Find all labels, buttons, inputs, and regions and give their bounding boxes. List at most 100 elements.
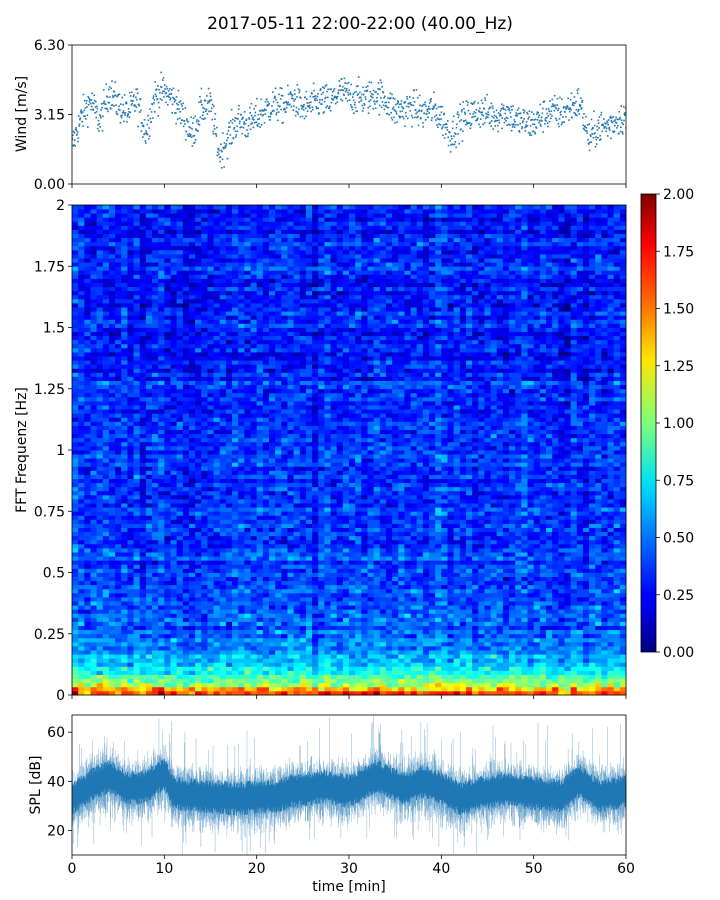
- spectrogram-cell: [441, 650, 448, 655]
- spectrogram-cell: [392, 662, 399, 667]
- spectrogram-cell: [558, 650, 565, 655]
- wind-point: [587, 138, 589, 141]
- spectrogram-cell: [435, 535, 442, 541]
- wind-point: [428, 105, 430, 108]
- wind-point: [613, 120, 615, 122]
- spectrogram-cell: [589, 637, 596, 643]
- wind-point: [595, 138, 598, 141]
- spectrogram-cell: [478, 637, 485, 643]
- spectrogram-cell: [299, 686, 307, 692]
- spectrogram-cell: [515, 674, 522, 680]
- wind-point: [524, 126, 526, 129]
- spectrogram-cell: [170, 572, 178, 577]
- spectrogram-cell: [78, 539, 85, 545]
- wind-point: [236, 130, 239, 133]
- spectrogram-cell: [108, 588, 116, 594]
- wind-point: [291, 95, 293, 97]
- spectrogram-cell: [342, 613, 350, 618]
- spectrogram-cell: [305, 605, 313, 610]
- wind-point: [604, 126, 607, 128]
- wind-point: [463, 120, 466, 122]
- wind-point: [235, 136, 237, 138]
- spectrogram-cell: [250, 621, 258, 626]
- wind-point: [154, 93, 157, 96]
- spectrogram-cell: [509, 556, 516, 561]
- wind-point: [81, 111, 83, 114]
- spectrogram-cell: [158, 662, 165, 667]
- wind-point: [171, 112, 173, 114]
- spectrogram-cell: [225, 678, 233, 684]
- spectrogram-cell: [613, 568, 621, 573]
- spectrogram-cell: [238, 588, 245, 594]
- wind-point: [443, 137, 446, 139]
- wind-point: [306, 102, 308, 104]
- wind-point: [260, 98, 263, 101]
- spectrogram-cell: [361, 662, 368, 667]
- spectrogram-cell: [256, 641, 264, 647]
- spectrogram-cell: [318, 678, 325, 684]
- wind-point: [360, 99, 363, 101]
- wind-point: [400, 103, 402, 105]
- spectrogram-cell: [601, 564, 608, 569]
- spectrogram-cell: [349, 592, 356, 598]
- spectrogram-cell: [447, 609, 455, 614]
- wind-point: [211, 107, 213, 110]
- spectrogram-cell: [164, 654, 171, 659]
- spectrogram-cell: [392, 539, 399, 545]
- spectrogram-cell: [392, 584, 399, 590]
- spectrogram-cell: [268, 682, 276, 688]
- spectrogram-cell: [121, 539, 128, 545]
- wind-point: [168, 96, 170, 98]
- wind-point: [450, 135, 453, 137]
- spectrogram-cell: [416, 597, 424, 602]
- wind-point: [483, 108, 485, 110]
- spectrogram-cell: [250, 613, 258, 618]
- spectrogram-cell: [478, 690, 485, 696]
- spectrogram-cell: [256, 564, 264, 569]
- wind-point: [220, 167, 223, 169]
- spectrogram-cell: [225, 597, 233, 602]
- spectrogram-cell: [552, 674, 559, 680]
- wind-point: [339, 84, 341, 87]
- spectrogram-cell: [275, 686, 282, 692]
- spectrogram-cell: [108, 646, 116, 651]
- spectrogram-cell: [385, 686, 393, 692]
- spectrogram-cell: [158, 658, 165, 663]
- spectrogram-cell: [441, 580, 448, 586]
- spectrogram-cell: [108, 543, 116, 549]
- wind-point: [568, 108, 571, 111]
- spectrogram-cell: [435, 690, 442, 696]
- spectrogram-cell: [158, 597, 165, 602]
- spectrogram-cell: [72, 617, 79, 622]
- wind-point: [497, 112, 500, 114]
- spectrogram-cell: [238, 576, 245, 582]
- wind-point: [161, 92, 164, 94]
- spectrogram-cell: [312, 670, 319, 675]
- spectrogram-cell: [373, 658, 381, 663]
- wind-point: [136, 92, 139, 94]
- wind-point: [297, 113, 299, 115]
- spectrogram-cell: [465, 531, 473, 537]
- spectrogram-cell: [281, 629, 288, 635]
- spectrogram-cell: [355, 556, 362, 561]
- spectrogram-cell: [509, 601, 516, 606]
- wind-point: [571, 116, 573, 119]
- spectrogram-cell: [312, 613, 319, 618]
- spectrogram-cell: [225, 572, 233, 577]
- wind-point: [107, 101, 110, 104]
- spectrogram-cell: [392, 556, 399, 561]
- wind-point: [597, 119, 600, 122]
- spectrogram-cell: [398, 568, 405, 573]
- spectrogram-cell: [108, 592, 116, 598]
- spectrogram-cell: [435, 548, 442, 553]
- wind-point: [572, 104, 575, 107]
- wind-point: [466, 122, 468, 125]
- spectrogram-cell: [256, 613, 264, 618]
- spectrogram-cell: [232, 543, 239, 549]
- spectrogram-cell: [361, 637, 368, 643]
- spectrogram-cell: [527, 625, 535, 631]
- wind-point: [534, 132, 537, 135]
- spectrogram-cell: [139, 568, 147, 573]
- spectrogram-cell: [293, 568, 301, 573]
- spectrogram-cell: [238, 605, 245, 610]
